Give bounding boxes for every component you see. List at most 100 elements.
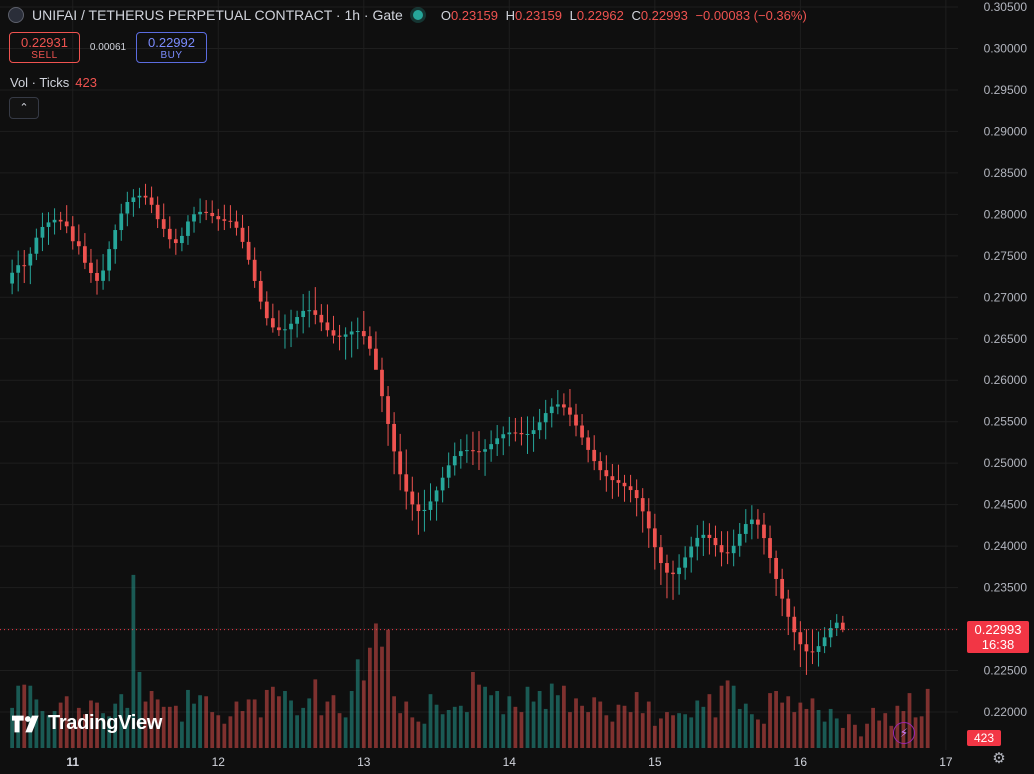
candle — [410, 476, 415, 521]
volume-bar — [410, 717, 415, 748]
candle-body — [604, 470, 609, 477]
trade-panel: 0.22931 SELL 0.00061 0.22992 BUY — [9, 32, 207, 63]
volume-bar — [756, 719, 760, 748]
candle — [501, 426, 506, 456]
volume-bar — [252, 699, 257, 748]
volume-bar — [871, 707, 875, 748]
collapse-legend-button[interactable]: ⌃ — [9, 97, 39, 119]
candle-body — [804, 644, 809, 652]
candle-body — [380, 369, 384, 397]
volume-bar — [816, 710, 821, 748]
candle-body — [452, 456, 457, 466]
candle — [580, 414, 584, 446]
volume-bar — [301, 707, 306, 748]
high-value: 0.23159 — [514, 7, 562, 23]
candle-body — [264, 301, 269, 319]
candle-body — [768, 538, 772, 558]
candle — [307, 290, 312, 328]
candle-body — [731, 545, 736, 554]
volume-bar — [695, 700, 700, 748]
candle-body — [125, 201, 130, 214]
volume-bar — [555, 695, 560, 748]
volume-bar — [452, 706, 457, 748]
tradingview-logo[interactable]: TradingView — [12, 712, 162, 735]
candle-body — [410, 491, 415, 505]
candle — [477, 431, 481, 471]
volume-bar — [549, 683, 554, 748]
candle — [313, 287, 318, 325]
candle — [513, 417, 518, 442]
low-label: L — [569, 7, 577, 23]
volume-bar — [125, 707, 130, 748]
volume-bar — [161, 706, 166, 748]
candle-body — [319, 314, 324, 323]
volume-layer — [10, 574, 930, 748]
candle-body — [355, 331, 360, 333]
candle-body — [307, 310, 312, 312]
candle — [16, 250, 21, 292]
volume-bar — [392, 696, 396, 748]
candle-body — [756, 519, 760, 525]
volume-bar — [913, 717, 918, 748]
candle — [786, 589, 791, 636]
candle — [743, 509, 748, 543]
candle — [119, 203, 124, 241]
volume-bar — [307, 698, 312, 748]
candle-body — [89, 262, 93, 273]
candle — [646, 498, 651, 548]
candle — [458, 439, 463, 469]
buy-button[interactable]: 0.22992 BUY — [136, 32, 207, 63]
candle — [46, 212, 51, 245]
volume-bar — [76, 707, 81, 748]
candle-body — [762, 524, 766, 539]
flash-button[interactable]: ⚡ — [893, 722, 915, 744]
candle-body — [562, 404, 566, 408]
candle — [659, 535, 663, 585]
candle — [464, 434, 469, 463]
candle — [507, 416, 512, 447]
candle — [749, 505, 754, 540]
candle-body — [598, 461, 603, 471]
candle — [392, 412, 396, 475]
volume-bar — [525, 686, 530, 748]
candle-body — [701, 534, 706, 538]
candle — [216, 208, 221, 231]
candle — [568, 389, 572, 427]
volume-bar — [246, 699, 251, 748]
volume-bar — [731, 685, 736, 748]
volume-bar — [83, 714, 87, 748]
chart-settings-button[interactable]: ⚙ — [990, 750, 1008, 768]
candle-body — [40, 226, 45, 238]
candle — [737, 522, 742, 557]
volume-bar — [70, 723, 75, 748]
candle-body — [28, 253, 33, 266]
candle — [301, 294, 306, 334]
tradingview-logo-icon — [12, 715, 39, 732]
candle-body — [713, 537, 718, 546]
candle — [277, 310, 281, 336]
candle-body — [780, 578, 785, 599]
candle-body — [143, 195, 148, 198]
candle-body — [258, 280, 263, 302]
buy-price: 0.22992 — [148, 35, 195, 50]
volume-bar — [325, 701, 330, 748]
candle-body — [325, 322, 330, 331]
sell-button[interactable]: 0.22931 SELL — [9, 32, 80, 63]
ohlc-values: O0.23159 H0.23159 L0.22962 C0.22993 −0.0… — [437, 8, 807, 23]
candle-body — [386, 396, 390, 424]
candle-body — [186, 221, 190, 236]
candle — [404, 449, 409, 510]
volume-legend[interactable]: Vol · Ticks 423 — [10, 75, 97, 90]
volume-bar — [313, 679, 318, 748]
candle-body — [404, 474, 409, 492]
symbol-title[interactable]: UNIFAI / TETHERUS PERPETUAL CONTRACT · 1… — [32, 7, 403, 23]
candle — [416, 492, 421, 535]
volume-bar — [768, 693, 772, 748]
price-tick-label: 0.29000 — [984, 124, 1028, 138]
volume-bar — [198, 695, 202, 748]
time-tick-label: 17 — [939, 755, 953, 769]
price-tick-label: 0.26000 — [984, 373, 1028, 387]
candle-body — [695, 537, 700, 547]
volume-bar — [501, 714, 506, 748]
